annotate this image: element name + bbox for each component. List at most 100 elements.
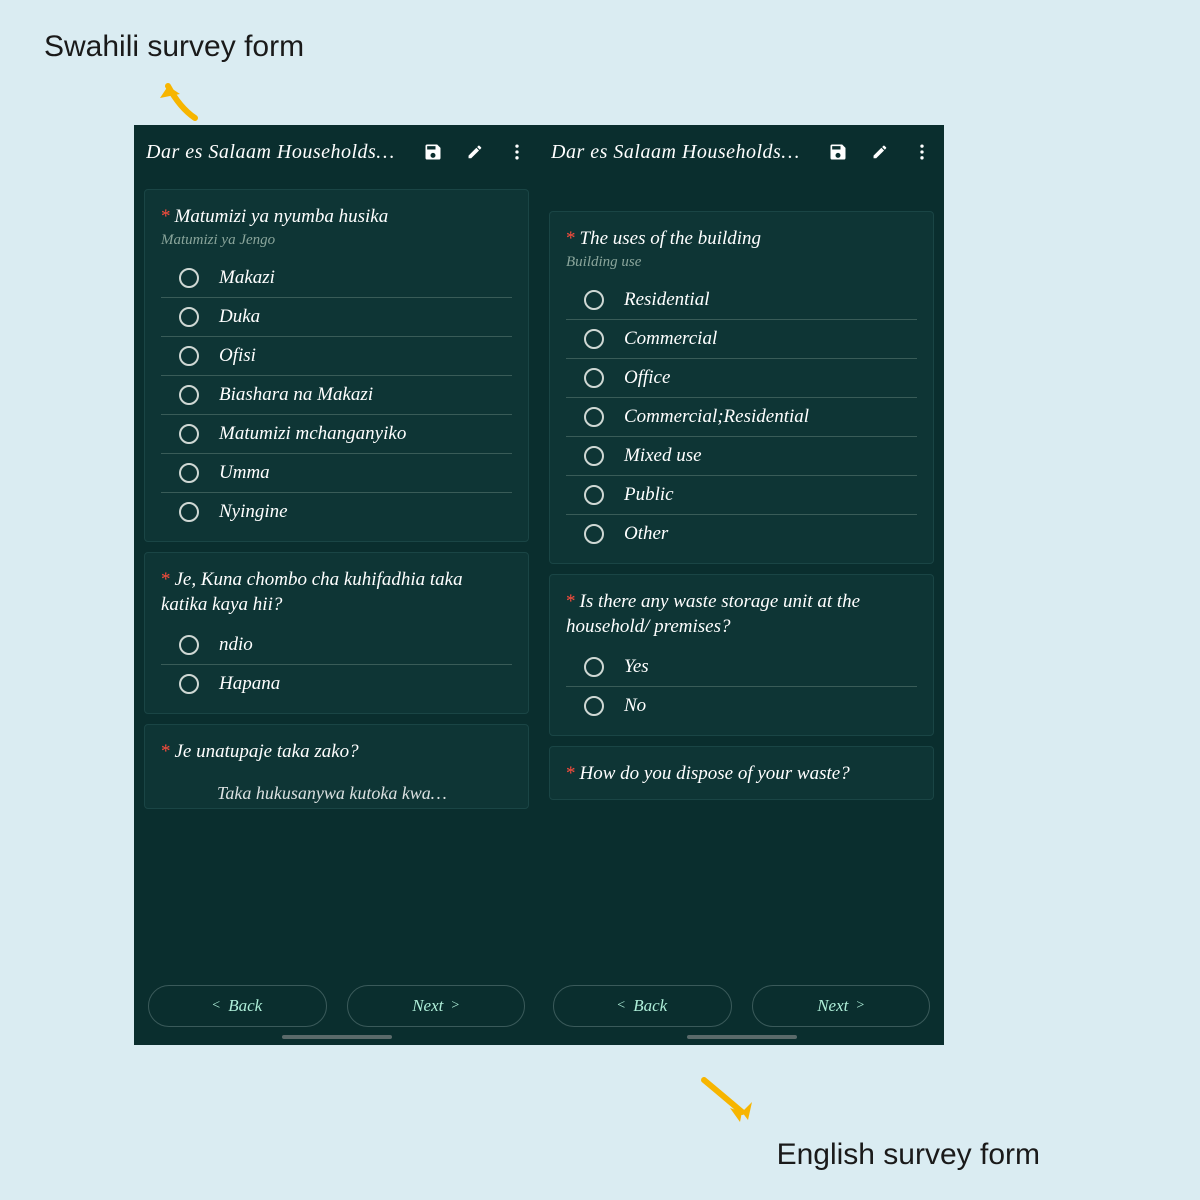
next-button[interactable]: Next> <box>752 985 931 1027</box>
radio-option[interactable]: Ofisi <box>161 337 512 376</box>
option-label: ndio <box>219 634 253 656</box>
radio-icon <box>179 674 199 694</box>
radio-icon <box>584 290 604 310</box>
option-label: Other <box>624 523 668 545</box>
form-content: *Matumizi ya nyumba husika Matumizi ya J… <box>134 179 539 967</box>
app-title: Dar es Salaam Households… <box>551 141 820 164</box>
option-label: Mixed use <box>624 445 702 467</box>
radio-icon <box>584 485 604 505</box>
arrow-top-icon <box>150 68 210 128</box>
option-label: Office <box>624 367 670 389</box>
app-title: Dar es Salaam Households… <box>146 141 415 164</box>
save-icon[interactable] <box>828 142 848 162</box>
chevron-right-icon: > <box>451 998 459 1014</box>
radio-option[interactable]: ndio <box>161 626 512 665</box>
radio-option[interactable]: Umma <box>161 454 512 493</box>
form-content: *The uses of the building Building use R… <box>539 179 944 967</box>
required-mark: * <box>566 591 576 612</box>
radio-option[interactable]: Biashara na Makazi <box>161 376 512 415</box>
nav-footer: <Back Next> <box>134 967 539 1045</box>
radio-option[interactable]: Public <box>566 476 917 515</box>
edit-location-icon[interactable] <box>870 142 890 162</box>
question-waste-storage: *Je, Kuna chombo cha kuhifadhia taka kat… <box>144 552 529 714</box>
back-button[interactable]: <Back <box>553 985 732 1027</box>
radio-icon <box>584 696 604 716</box>
radio-option[interactable]: Yes <box>566 648 917 687</box>
toolbar-icons <box>423 142 527 162</box>
radio-icon <box>179 502 199 522</box>
home-indicator <box>282 1035 392 1039</box>
radio-icon <box>179 424 199 444</box>
radio-option[interactable]: Matumizi mchanganyiko <box>161 415 512 454</box>
question-title: *Je unatupaje taka zako? <box>161 739 512 765</box>
phone-swahili: Dar es Salaam Households… *Matumizi ya n… <box>134 125 539 1045</box>
required-mark: * <box>161 569 171 590</box>
nav-footer: <Back Next> <box>539 967 944 1045</box>
option-label: Umma <box>219 462 270 484</box>
radio-icon <box>584 446 604 466</box>
option-label: Ofisi <box>219 345 256 367</box>
option-label: Public <box>624 484 674 506</box>
option-label: Commercial;Residential <box>624 406 809 428</box>
question-title: *Je, Kuna chombo cha kuhifadhia taka kat… <box>161 567 512 618</box>
next-button[interactable]: Next> <box>347 985 526 1027</box>
home-indicator <box>687 1035 797 1039</box>
more-vert-icon[interactable] <box>507 142 527 162</box>
radio-option[interactable]: Duka <box>161 298 512 337</box>
save-icon[interactable] <box>423 142 443 162</box>
phone-english: Dar es Salaam Households… *The uses of t… <box>539 125 944 1045</box>
question-building-use: *Matumizi ya nyumba husika Matumizi ya J… <box>144 189 529 542</box>
radio-icon <box>584 329 604 349</box>
radio-option[interactable]: Office <box>566 359 917 398</box>
radio-option[interactable]: Other <box>566 515 917 553</box>
question-dispose: *How do you dispose of your waste? <box>549 746 934 800</box>
option-label: Makazi <box>219 267 275 289</box>
annotation-swahili: Swahili survey form <box>44 30 304 64</box>
radio-option[interactable]: No <box>566 687 917 725</box>
question-title: *Matumizi ya nyumba husika <box>161 204 512 230</box>
annotation-english: English survey form <box>777 1138 1040 1172</box>
option-label: Residential <box>624 289 709 311</box>
toolbar-icons <box>828 142 932 162</box>
back-button[interactable]: <Back <box>148 985 327 1027</box>
question-title: *Is there any waste storage unit at the … <box>566 589 917 640</box>
truncated-option: Taka hukusanywa kutoka kwa… <box>161 783 512 804</box>
option-label: Duka <box>219 306 260 328</box>
question-waste-storage: *Is there any waste storage unit at the … <box>549 574 934 736</box>
radio-icon <box>179 463 199 483</box>
toolbar: Dar es Salaam Households… <box>134 125 539 179</box>
radio-icon <box>584 368 604 388</box>
radio-option[interactable]: Makazi <box>161 259 512 298</box>
radio-option[interactable]: Nyingine <box>161 493 512 531</box>
option-label: No <box>624 695 646 717</box>
required-mark: * <box>566 763 576 784</box>
option-label: Commercial <box>624 328 717 350</box>
radio-icon <box>584 657 604 677</box>
required-mark: * <box>566 228 576 249</box>
option-label: Hapana <box>219 673 280 695</box>
radio-option[interactable]: Residential <box>566 281 917 320</box>
question-subtitle: Building use <box>566 254 917 271</box>
option-label: Biashara na Makazi <box>219 384 373 406</box>
chevron-right-icon: > <box>856 998 864 1014</box>
chevron-left-icon: < <box>212 998 220 1014</box>
radio-icon <box>179 635 199 655</box>
radio-option[interactable]: Commercial <box>566 320 917 359</box>
question-subtitle: Matumizi ya Jengo <box>161 232 512 249</box>
toolbar: Dar es Salaam Households… <box>539 125 944 179</box>
radio-icon <box>179 268 199 288</box>
question-building-use: *The uses of the building Building use R… <box>549 211 934 564</box>
phones-container: Dar es Salaam Households… *Matumizi ya n… <box>134 125 944 1045</box>
radio-icon <box>179 346 199 366</box>
radio-option[interactable]: Mixed use <box>566 437 917 476</box>
radio-option[interactable]: Hapana <box>161 665 512 703</box>
arrow-bottom-icon <box>692 1070 762 1130</box>
question-dispose: *Je unatupaje taka zako? Taka hukusanywa… <box>144 724 529 809</box>
radio-icon <box>584 407 604 427</box>
radio-icon <box>179 385 199 405</box>
edit-location-icon[interactable] <box>465 142 485 162</box>
radio-icon <box>584 524 604 544</box>
required-mark: * <box>161 741 171 762</box>
radio-option[interactable]: Commercial;Residential <box>566 398 917 437</box>
more-vert-icon[interactable] <box>912 142 932 162</box>
